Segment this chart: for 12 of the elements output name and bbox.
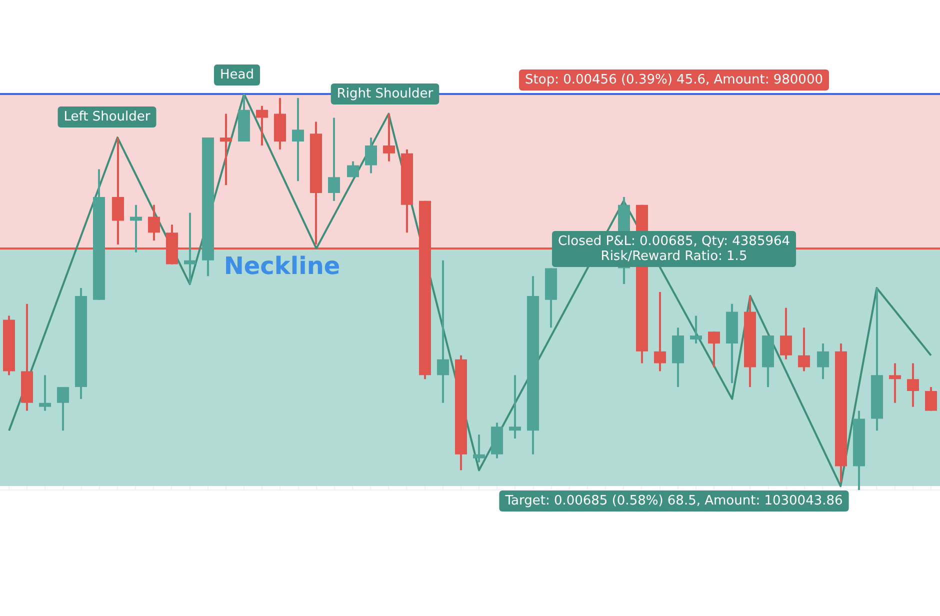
- candlestick: [220, 114, 232, 186]
- candlestick: [509, 375, 521, 439]
- candlestick: [889, 363, 901, 403]
- text: Stop: 0.00456 (0.39%) 45.6, Amount: 980000: [525, 72, 823, 88]
- annotation: Left Shoulder: [64, 109, 151, 124]
- text: Target: 0.00685 (0.58%) 68.5, Amount: 1030043.86: [504, 493, 843, 508]
- annotation: Neckline: [224, 252, 340, 280]
- text: Head: [220, 67, 254, 82]
- annotation: Closed P&L: 0.00685, Qty: 4385964 Risk/Reward Ratio: 1.5: [558, 234, 790, 264]
- candlestick: [184, 212, 196, 284]
- annotation: Right Shoulder: [336, 86, 434, 102]
- candlestick: [39, 375, 51, 411]
